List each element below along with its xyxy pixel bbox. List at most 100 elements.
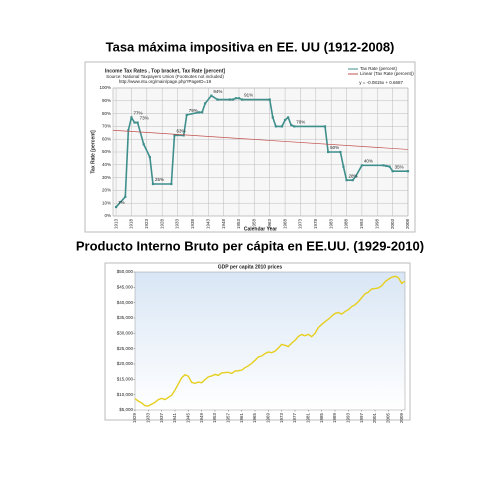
marker (216, 98, 219, 101)
marker (283, 118, 287, 122)
y-tick-label: 50% (102, 149, 111, 154)
marker (327, 150, 330, 154)
marker (339, 150, 342, 154)
legend-label: Linear (Tax Rate (percent)) (360, 71, 414, 76)
marker (127, 129, 130, 132)
trend-equation: y = -0.0815x + 0.6687 (359, 80, 403, 85)
marker (287, 116, 290, 119)
x-tick-label: 1983 (328, 219, 333, 230)
y-tick-label: $5,000 (119, 407, 133, 412)
x-tick-label: 1969 (266, 413, 271, 424)
x-tick-label: 1993 (346, 413, 351, 424)
y-tick-label: 60% (102, 136, 111, 141)
marker (237, 97, 241, 100)
x-tick-label: 2001 (372, 413, 377, 424)
x-tick-label: 1961 (239, 413, 244, 424)
marker (133, 121, 136, 124)
data-label: 73% (140, 116, 149, 121)
x-tick-label: 1958 (252, 219, 257, 230)
x-tick-label: 1933 (146, 413, 151, 424)
y-tick-label: 100% (99, 85, 111, 90)
marker (182, 134, 185, 137)
y-tick-label: $10,000 (117, 392, 134, 397)
x-tick-label: 2008 (405, 219, 410, 230)
y-tick-label: $20,000 (117, 361, 134, 366)
marker (391, 170, 394, 173)
x-tick-label: 1937 (159, 413, 164, 424)
x-tick-label: 1913 (113, 219, 118, 230)
marker (204, 102, 207, 105)
line (112, 129, 409, 150)
marker (360, 164, 364, 167)
marker (142, 143, 145, 146)
x-tick-label: 1989 (332, 413, 337, 424)
marker (170, 182, 173, 186)
x-tick-label: 1923 (144, 219, 149, 230)
x-tick-label: 1973 (279, 413, 284, 424)
x-tick-label: 2005 (386, 413, 391, 424)
marker (201, 111, 204, 114)
marker (382, 164, 385, 167)
marker (388, 165, 391, 168)
marker (151, 182, 155, 186)
x-tick-label: 1938 (190, 219, 195, 230)
y-tick-label: 10% (102, 200, 111, 205)
source-note: http://www.ntu.org/main/page.php?PageID=… (119, 79, 212, 84)
x-tick-label: 1928 (159, 219, 164, 230)
data-label: 63% (176, 129, 185, 134)
y-tick-label: 90% (102, 98, 111, 103)
x-tick-label: 1998 (374, 219, 379, 230)
marker (234, 97, 238, 100)
marker (240, 98, 244, 101)
y-tick-label: $35,000 (117, 315, 134, 320)
marker (148, 156, 151, 159)
x-tick-label: 1988 (344, 219, 349, 230)
x-tick-label: 1985 (319, 413, 324, 424)
x-tick-label: 1973 (298, 219, 303, 230)
y-tick-label: $45,000 (117, 285, 134, 290)
y-tick-label: 70% (102, 124, 111, 129)
y-tick-label: 0% (104, 213, 111, 218)
y-tick-label: $30,000 (117, 331, 134, 336)
x-tick-label: 1977 (292, 413, 297, 424)
chart-title: Tasa máxima impositiva en EE. UU (1912-2… (106, 39, 395, 54)
marker (136, 121, 139, 124)
y-tick-label: $25,000 (117, 346, 134, 351)
x-axis-label: Calendar Year (244, 226, 277, 232)
source-note: Source: National Taxpayers Union (Footno… (106, 74, 224, 79)
data-label: 70% (296, 120, 305, 125)
marker (210, 94, 213, 97)
y-tick-label: 80% (102, 111, 111, 116)
x-tick-label: 1963 (267, 219, 272, 230)
marker (271, 116, 274, 119)
x-tick-label: 1993 (359, 219, 364, 230)
x-tick-label: 1918 (129, 219, 134, 230)
data-label: 25% (155, 177, 164, 182)
marker (274, 125, 277, 128)
marker (385, 164, 388, 168)
marker (268, 98, 271, 101)
y-tick-label: $15,000 (117, 377, 134, 382)
marker (228, 98, 231, 101)
plot-area (134, 271, 406, 411)
marker (130, 116, 133, 119)
x-tick-label: 1953 (236, 219, 241, 230)
x-tick-label: 1949 (199, 413, 204, 424)
marker (290, 124, 293, 127)
x-tick-label: 2003 (390, 219, 395, 230)
y-tick-label: $50,000 (117, 269, 134, 274)
marker (406, 170, 410, 173)
marker (323, 125, 327, 128)
data-label: 94% (213, 89, 222, 94)
x-tick-label: 1948 (221, 219, 226, 230)
x-tick-label: 2009 (399, 413, 404, 424)
x-tick-label: 1957 (226, 413, 231, 424)
x-tick-label: 1968 (282, 219, 287, 230)
marker (345, 179, 348, 182)
chart-title: Producto Interno Bruto per cápita en EE.… (76, 238, 424, 253)
marker (354, 175, 357, 178)
data-label: 50% (330, 145, 339, 150)
data-label: 91% (244, 93, 253, 98)
line (134, 275, 406, 407)
y-tick-label: 20% (102, 188, 111, 193)
